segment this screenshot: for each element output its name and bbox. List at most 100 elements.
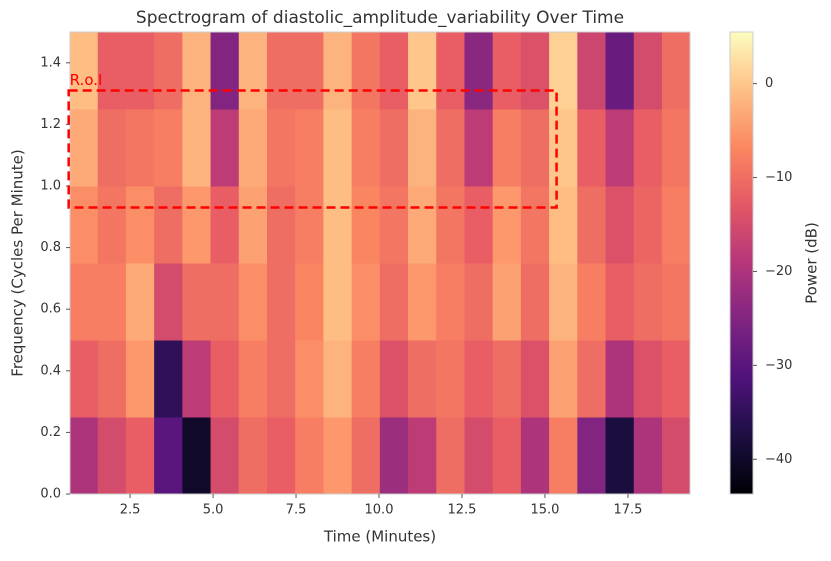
heat-cell (182, 263, 212, 341)
heat-cell (605, 263, 635, 341)
y-tick-label: 1.2 (40, 117, 61, 132)
heat-cell (633, 186, 663, 264)
heat-cell (351, 109, 381, 187)
heat-cell (70, 263, 99, 341)
heat-cell (577, 186, 607, 264)
heat-cell (97, 417, 127, 494)
heat-cell (323, 263, 353, 341)
x-axis-label: Time (Minutes) (323, 528, 436, 546)
heat-cell (520, 263, 550, 341)
heat-cell (464, 109, 494, 187)
heat-cell (661, 186, 690, 264)
heat-cell (97, 32, 127, 110)
heat-cell (408, 186, 437, 264)
x-tick-label: 7.5 (286, 503, 307, 518)
chart-title: Spectrogram of diastolic_amplitude_varia… (136, 8, 624, 28)
heat-cell (182, 186, 212, 264)
heat-cell (408, 417, 437, 494)
heat-cell (125, 417, 155, 494)
heat-cell (379, 340, 409, 418)
heat-cell (633, 263, 663, 341)
heat-cell (295, 263, 324, 341)
heat-cell (661, 263, 690, 341)
colorbar (729, 31, 754, 495)
heat-cell (661, 417, 690, 494)
heat-cell (295, 32, 324, 110)
heat-cell (633, 417, 663, 494)
heat-cell (125, 186, 155, 264)
heat-cell (492, 340, 522, 418)
heat-cell (436, 263, 465, 341)
x-tick-label: 5.0 (203, 503, 224, 518)
heat-cell (549, 109, 578, 187)
heat-cell (238, 417, 268, 494)
heat-cell (97, 186, 127, 264)
heat-cell (408, 340, 437, 418)
heat-cell (633, 32, 663, 110)
roi-label: R.o.I (70, 71, 103, 89)
heat-cell (464, 263, 494, 341)
heat-cell (125, 263, 155, 341)
heat-cell (210, 32, 240, 110)
colorbar-tick-label: −40 (765, 452, 792, 467)
heat-cell (379, 32, 409, 110)
heat-cell (125, 109, 155, 187)
heat-cell (577, 417, 607, 494)
heat-cell (351, 340, 381, 418)
heat-cell (295, 340, 324, 418)
x-tick-label: 12.5 (448, 503, 477, 518)
heat-cell (633, 109, 663, 187)
heat-cell (97, 340, 127, 418)
x-tick-label: 17.5 (613, 503, 642, 518)
heat-cell (238, 32, 268, 110)
colorbar-label: Power (dB) (803, 222, 821, 304)
x-tick-label: 10.0 (365, 503, 394, 518)
heat-cell (266, 32, 296, 110)
heat-cell (295, 109, 324, 187)
heat-cell (492, 186, 522, 264)
heat-cell (379, 263, 409, 341)
x-tick-label: 15.0 (530, 503, 559, 518)
heat-cell (125, 32, 155, 110)
heat-cell (97, 263, 127, 341)
heat-cell (323, 186, 353, 264)
heat-cell (351, 186, 381, 264)
heat-cell (238, 263, 268, 341)
heat-cell (436, 340, 465, 418)
roi-box (67, 89, 558, 209)
heat-cell (464, 186, 494, 264)
y-tick-label: 0.8 (40, 240, 61, 255)
heat-cell (210, 263, 240, 341)
heat-cell (70, 32, 99, 110)
heat-cell (492, 417, 522, 494)
heat-cell (154, 417, 183, 494)
heat-cell (436, 32, 465, 110)
heat-cell (436, 109, 465, 187)
heat-cell (210, 186, 240, 264)
colorbar-tick-label: −10 (765, 170, 792, 185)
heat-cell (70, 417, 99, 494)
heat-cell (633, 340, 663, 418)
heat-cell (182, 340, 212, 418)
heat-cell (464, 340, 494, 418)
heat-cell (182, 109, 212, 187)
heat-cell (605, 109, 635, 187)
heat-cell (520, 109, 550, 187)
heat-cell (464, 32, 494, 110)
heat-cell (577, 109, 607, 187)
y-tick-label: 0.6 (40, 302, 61, 317)
heat-cell (351, 417, 381, 494)
y-tick-label: 1.4 (40, 55, 61, 70)
y-tick-label: 0.0 (40, 487, 61, 502)
y-axis-label: Frequency (Cycles Per Minute) (9, 149, 27, 376)
heat-cell (379, 417, 409, 494)
heat-cell (125, 340, 155, 418)
colorbar-tick-label: −20 (765, 264, 792, 279)
heat-cell (266, 263, 296, 341)
heat-cell (661, 109, 690, 187)
heat-cell (605, 186, 635, 264)
heat-cell (379, 109, 409, 187)
heat-cell (492, 32, 522, 110)
